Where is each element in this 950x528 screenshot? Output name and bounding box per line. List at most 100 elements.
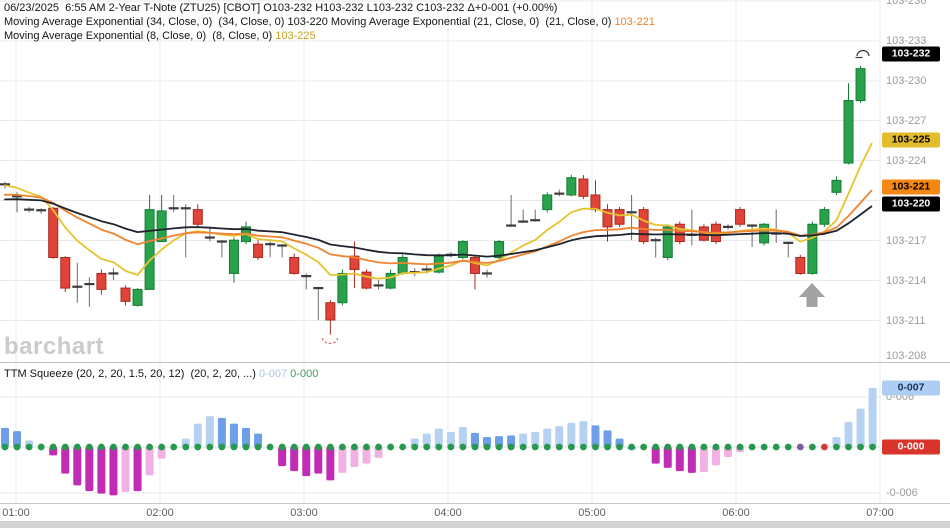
squeeze-bar bbox=[543, 428, 552, 447]
candle-doji bbox=[84, 282, 95, 286]
squeeze-dot bbox=[724, 443, 732, 451]
squeeze-bar bbox=[254, 433, 263, 447]
squeeze-dot bbox=[592, 443, 599, 451]
candle-doji bbox=[626, 211, 637, 214]
ema21-line bbox=[4, 189, 873, 266]
candle-doji bbox=[36, 209, 47, 212]
candle-body bbox=[96, 272, 107, 290]
squeeze-dot bbox=[567, 443, 575, 451]
squeeze-bar bbox=[868, 387, 877, 447]
candle-doji bbox=[180, 207, 191, 210]
time-axis-border bbox=[0, 503, 950, 504]
candle-body bbox=[144, 209, 155, 290]
candle-doji bbox=[554, 192, 565, 195]
candle-doji bbox=[723, 225, 733, 228]
ema21-value: 103-221 bbox=[614, 16, 655, 28]
squeeze-bar bbox=[507, 435, 516, 447]
time-axis-label: 03:00 bbox=[290, 507, 318, 519]
squeeze-dot bbox=[700, 443, 708, 451]
squeeze-bar bbox=[278, 447, 287, 467]
candle-doji bbox=[650, 239, 661, 242]
candle-body bbox=[349, 255, 360, 270]
candle-doji bbox=[24, 208, 35, 211]
candle-body bbox=[253, 243, 264, 258]
time-axis-label: 06:00 bbox=[722, 507, 750, 519]
squeeze-dot bbox=[61, 443, 69, 451]
squeeze-dot bbox=[748, 443, 756, 451]
candle-body bbox=[120, 287, 131, 302]
squeeze-bar bbox=[434, 428, 443, 447]
candle-doji bbox=[265, 243, 276, 246]
squeeze-bar bbox=[73, 447, 82, 486]
ttm-label: TTM Squeeze (20, 2, 20, 1.5, 20, 12) (20… bbox=[4, 368, 259, 380]
squeeze-dot bbox=[543, 443, 551, 451]
candle-body bbox=[855, 68, 866, 102]
squeeze-dot bbox=[73, 443, 81, 451]
squeeze-bar bbox=[133, 447, 142, 492]
squeeze-dot bbox=[483, 443, 491, 451]
barchart-watermark-logo: barchart bbox=[4, 333, 105, 360]
candle-doji bbox=[277, 244, 288, 247]
candle-body bbox=[542, 194, 553, 211]
squeeze-bar bbox=[446, 432, 455, 447]
bottom-scrollbar-strip[interactable] bbox=[0, 521, 950, 528]
squeeze-dot bbox=[242, 443, 250, 451]
price-badge: 0-007 bbox=[882, 380, 940, 396]
squeeze-dot bbox=[712, 443, 720, 451]
candle-doji bbox=[72, 285, 83, 288]
candle-doji bbox=[506, 224, 517, 227]
candle-body bbox=[590, 194, 601, 211]
squeeze-bar bbox=[675, 447, 684, 472]
red-circle-annotation[interactable] bbox=[321, 337, 339, 345]
squeeze-bar bbox=[663, 447, 672, 468]
squeeze-bar bbox=[157, 447, 166, 459]
squeeze-bar bbox=[1, 427, 9, 447]
price-axis-label: 103-233 bbox=[886, 35, 927, 47]
squeeze-dot bbox=[37, 443, 45, 451]
time-axis-label: 01:00 bbox=[2, 507, 30, 519]
squeeze-bar bbox=[302, 447, 311, 477]
price-badge: 103-232 bbox=[882, 46, 940, 62]
squeeze-dot bbox=[375, 443, 382, 451]
candle-doji bbox=[747, 224, 758, 227]
time-axis-label: 04:00 bbox=[434, 507, 462, 519]
squeeze-dot bbox=[49, 443, 57, 451]
candle-body bbox=[48, 207, 59, 258]
candle-doji bbox=[301, 275, 312, 278]
candle-doji bbox=[313, 286, 324, 290]
squeeze-dot bbox=[290, 443, 298, 451]
squeeze-bar bbox=[856, 408, 865, 447]
squeeze-dot bbox=[664, 443, 672, 451]
squeeze-bar bbox=[85, 447, 94, 492]
squeeze-dot bbox=[134, 443, 141, 451]
candle-body bbox=[132, 288, 143, 306]
ema-header-34-21: Moving Average Exponential (34, Close, 0… bbox=[4, 16, 655, 28]
squeeze-dot bbox=[122, 443, 129, 451]
squeeze-bar bbox=[121, 447, 130, 492]
candle-doji bbox=[216, 240, 227, 243]
dome-marker-annotation[interactable] bbox=[856, 49, 870, 57]
candle-doji bbox=[168, 207, 179, 210]
squeeze-bar bbox=[217, 417, 226, 447]
squeeze-dot bbox=[507, 443, 515, 451]
ema8-label: Moving Average Exponential (8, Close, 0)… bbox=[4, 30, 276, 42]
candle-body bbox=[662, 226, 673, 258]
squeeze-bar bbox=[603, 430, 612, 447]
squeeze-bar bbox=[699, 447, 708, 472]
squeeze-dot bbox=[423, 443, 431, 451]
candle-body bbox=[228, 239, 239, 274]
candle-doji bbox=[12, 195, 23, 198]
candle-body bbox=[602, 209, 613, 228]
squeeze-dot bbox=[302, 443, 310, 451]
squeeze-dot bbox=[628, 443, 635, 451]
squeeze-dot bbox=[266, 443, 274, 451]
candle-body bbox=[614, 209, 625, 225]
panel-divider[interactable] bbox=[0, 362, 950, 363]
price-axis-label: -0-006 bbox=[886, 487, 918, 499]
squeeze-bar bbox=[362, 447, 371, 464]
squeeze-bar bbox=[145, 447, 154, 476]
squeeze-dot bbox=[194, 443, 202, 451]
squeeze-bar bbox=[531, 432, 540, 447]
up-arrow-annotation[interactable] bbox=[799, 283, 825, 307]
